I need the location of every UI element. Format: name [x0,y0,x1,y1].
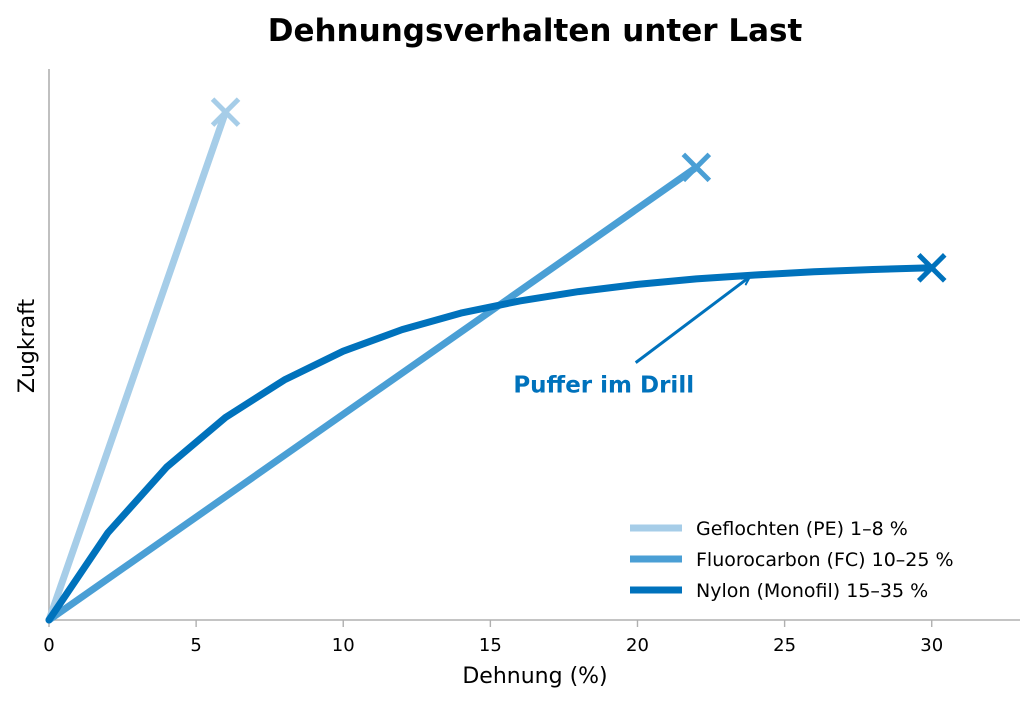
marker-stroke [210,97,241,127]
annotation-text: Puffer im Drill [513,373,694,399]
x-tick-label: 15 [479,635,502,656]
series-end-marker [681,152,712,183]
x-tick-label: 30 [920,635,943,656]
legend-label: Geflochten (PE) 1–8 % [696,518,908,540]
x-tick-label: 0 [43,635,54,656]
series-end-marker [916,253,947,283]
series-line [45,264,936,624]
legend: Geflochten (PE) 1–8 % Fluorocarbon (FC) 1… [630,518,954,602]
x-tick-label: 25 [773,635,796,656]
legend-label: Nylon (Monofil) 15–35 % [696,580,928,602]
y-axis-label: Zugkraft [15,299,40,394]
series-line [45,108,229,624]
x-tick-label: 20 [626,635,649,656]
series-end-marker [210,97,241,127]
x-ticks: 0 5 10 15 20 25 30 [43,620,943,656]
x-axis-label: Dehnung (%) [462,664,607,689]
annotation-arrow [634,277,750,364]
marker-stroke [916,253,947,283]
chart-title: Dehnungsverhalten unter Last [268,13,803,49]
annotation-layer: Puffer im Drill [513,277,750,399]
x-tick-label: 5 [190,635,201,656]
marker-stroke [681,152,712,183]
x-tick-label: 10 [332,635,355,656]
legend-label: Fluorocarbon (FC) 10–25 % [696,549,954,571]
series-line [45,163,700,624]
series-layer [45,97,947,624]
